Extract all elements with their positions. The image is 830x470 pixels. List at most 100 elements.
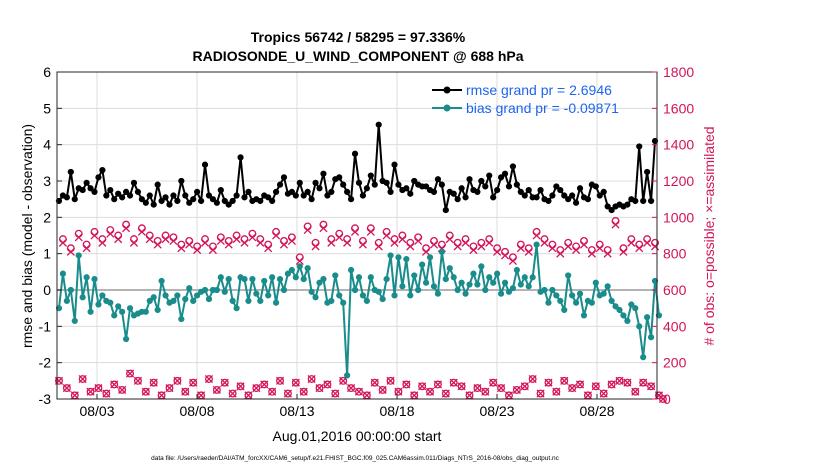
obs-possible-point xyxy=(141,387,150,396)
rmse-point xyxy=(632,197,639,205)
bias-point xyxy=(486,274,493,281)
bias-point xyxy=(300,276,307,283)
obs-layer xyxy=(54,217,667,404)
bias-point xyxy=(59,270,67,277)
obs-assimilated-point xyxy=(489,378,498,387)
rmse-point xyxy=(308,196,315,203)
obs-assimilated-point xyxy=(181,387,190,396)
obs-possible-point xyxy=(252,384,261,393)
y-tick-label-left: 3 xyxy=(43,173,51,189)
obs-assimilated-point xyxy=(118,385,127,394)
y-tick-label-right: 1600 xyxy=(663,100,694,116)
obs-assimilated-point xyxy=(564,242,573,251)
rmse-point xyxy=(608,206,615,214)
obs-assimilated-point xyxy=(611,220,620,229)
rmse-point xyxy=(486,172,493,179)
bias-point xyxy=(245,297,252,304)
bias-point xyxy=(399,283,406,290)
rmse-point xyxy=(497,174,505,181)
obs-possible-point xyxy=(236,382,245,391)
bias-point xyxy=(257,297,264,304)
bias-point xyxy=(111,312,118,319)
obs-assimilated-point xyxy=(528,374,537,384)
y-tick-label-right: 1200 xyxy=(663,173,694,189)
bias-point xyxy=(241,276,248,283)
obs-assimilated-point xyxy=(153,240,162,249)
obs-assimilated-point xyxy=(429,240,439,249)
obs-possible-point xyxy=(497,384,506,393)
rmse-point xyxy=(604,203,611,210)
obs-assimilated-point xyxy=(307,374,316,384)
obs-assimilated-point xyxy=(520,382,529,391)
bias-point xyxy=(308,288,315,295)
bias-point xyxy=(529,274,536,281)
obs-assimilated-point xyxy=(272,231,281,240)
rmse-point xyxy=(644,168,651,176)
obs-possible-point xyxy=(544,378,553,387)
bias-point xyxy=(513,266,520,274)
rmse-point xyxy=(411,177,418,185)
bias-point xyxy=(312,294,319,301)
obs-assimilated-point xyxy=(386,376,395,385)
bias-point xyxy=(387,252,394,259)
bias-point xyxy=(269,274,276,281)
y-tick-label-right: 0 xyxy=(663,391,671,407)
obs-assimilated-point xyxy=(204,374,214,384)
obs-assimilated-point xyxy=(358,240,367,249)
obs-assimilated-point xyxy=(327,238,336,247)
rmse-point xyxy=(186,199,193,206)
bias-point xyxy=(272,299,280,306)
bias-point xyxy=(490,279,497,286)
bias-point xyxy=(604,283,611,290)
obs-possible-point xyxy=(307,375,316,383)
rmse-point xyxy=(501,170,509,177)
y-tick-label-left: 4 xyxy=(43,137,51,153)
obs-possible-point xyxy=(512,385,521,394)
obs-assimilated-point xyxy=(422,247,431,256)
bias-point xyxy=(628,301,635,308)
y-tick-label-left: -3 xyxy=(39,391,52,407)
legend-bias-marker xyxy=(443,104,451,112)
obs-assimilated-point xyxy=(137,227,146,236)
bias-point xyxy=(632,305,639,312)
rmse-point xyxy=(138,196,145,203)
bias-point xyxy=(446,265,453,272)
rmse-point xyxy=(375,121,382,128)
bias-point xyxy=(569,292,576,299)
y-axis-left: -3 -2 -1 0 1 2 3 4 5 6 xyxy=(39,64,62,407)
bias-point xyxy=(95,301,102,308)
rmse-point xyxy=(466,176,473,183)
bias-point xyxy=(205,295,213,303)
obs-possible-point xyxy=(394,387,403,396)
bias-point xyxy=(655,312,663,319)
y-axis-label-left: rmse and bias (model - observation) xyxy=(19,124,35,348)
obs-possible-point xyxy=(378,385,387,394)
plot-frame xyxy=(56,71,658,400)
rmse-point xyxy=(225,201,232,208)
obs-assimilated-point xyxy=(461,238,470,247)
rmse-point xyxy=(174,197,181,205)
obs-possible-point xyxy=(591,382,600,391)
obs-assimilated-point xyxy=(481,387,490,396)
bias-point xyxy=(624,317,631,324)
rmse-point xyxy=(651,137,659,145)
bias-point xyxy=(403,256,410,263)
obs-assimilated-point xyxy=(275,376,285,385)
obs-possible-point xyxy=(631,387,640,396)
obs-assimilated-point xyxy=(493,247,502,256)
rmse-point xyxy=(438,181,445,188)
rmse-point xyxy=(340,181,347,188)
bias-point xyxy=(600,290,607,297)
bias-point xyxy=(162,292,169,299)
chart-title: Tropics 56742 / 58295 = 97.336% xyxy=(251,29,466,45)
obs-assimilated-point xyxy=(418,382,427,391)
bias-point xyxy=(284,270,292,277)
rmse-point xyxy=(300,192,307,199)
obs-assimilated-point xyxy=(98,238,107,247)
obs-assimilated-point xyxy=(544,378,553,387)
obs-assimilated-point xyxy=(457,382,466,391)
legend: rmse grand pr = 2.6946 bias grand pr = -… xyxy=(432,82,619,116)
obs-possible-point xyxy=(599,389,608,398)
rmse-point xyxy=(158,197,165,205)
obs-assimilated-point xyxy=(66,247,75,256)
